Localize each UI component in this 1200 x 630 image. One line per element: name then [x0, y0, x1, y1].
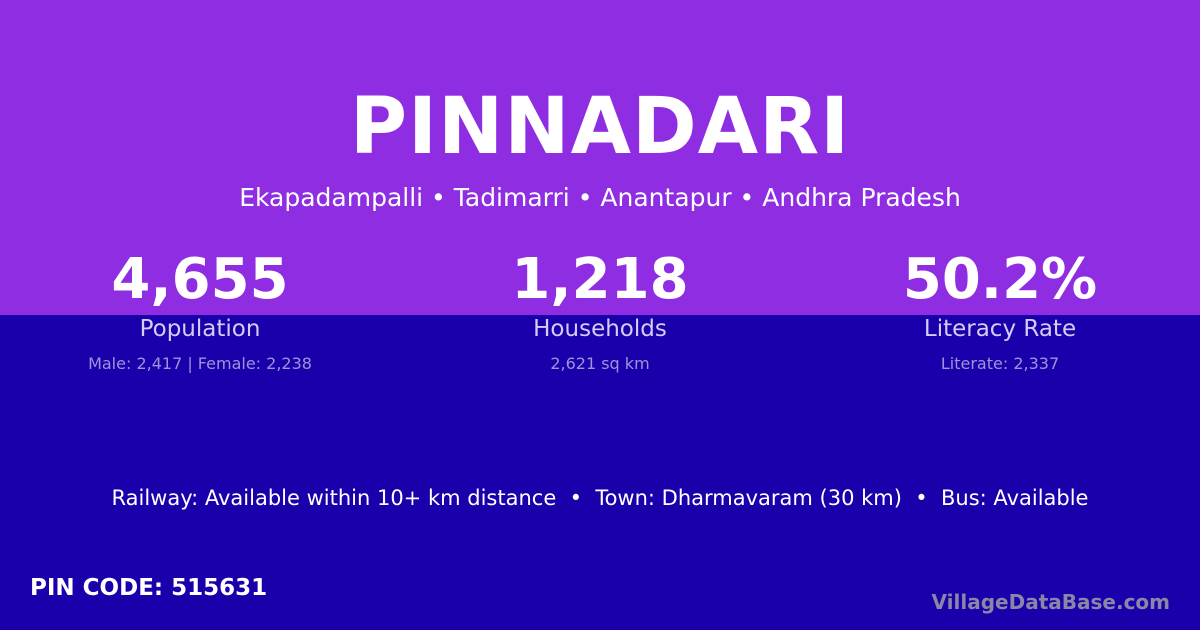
stat-detail: 2,621 sq km — [550, 354, 650, 373]
stat-label: Population — [139, 316, 261, 342]
body-background — [0, 315, 1200, 630]
stat-value: 1,218 — [511, 247, 689, 312]
stat-label: Literacy Rate — [923, 316, 1077, 342]
stat-label: Households — [533, 316, 667, 342]
location-breadcrumb: Ekapadampalli • Tadimarri • Anantapur • … — [239, 183, 961, 212]
stat-detail: Literate: 2,337 — [940, 354, 1060, 373]
stat-value: 4,655 — [111, 247, 289, 312]
stat-population: 4,655 Population Male: 2,417 | Female: 2… — [0, 247, 400, 374]
stat-value: 50.2% — [902, 247, 1098, 312]
header-background — [0, 0, 1200, 315]
pin-code: PIN CODE: 515631 — [30, 575, 268, 601]
stat-detail: Male: 2,417 | Female: 2,238 — [88, 354, 312, 373]
connectivity-info: Railway: Available within 10+ km distanc… — [111, 486, 1089, 510]
brand-watermark: VillageDataBase.com — [931, 590, 1170, 614]
village-title: PINNADARI — [349, 82, 851, 172]
stat-literacy: 50.2% Literacy Rate Literate: 2,337 — [800, 247, 1200, 374]
stat-households: 1,218 Households 2,621 sq km — [400, 247, 800, 374]
